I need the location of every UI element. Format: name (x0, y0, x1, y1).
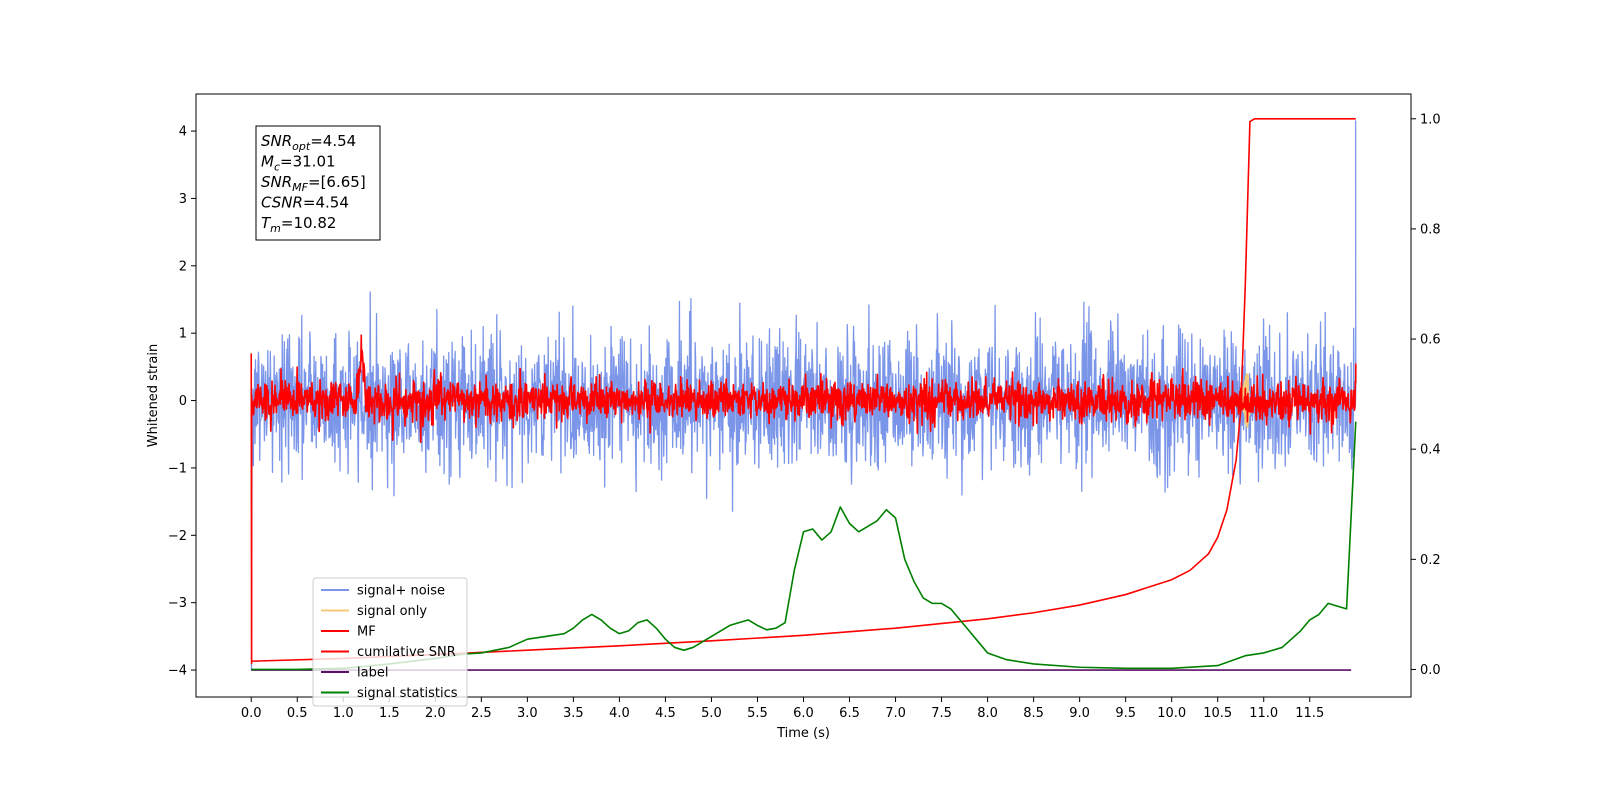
x-tick-label: 5.5 (747, 706, 768, 721)
annotation-subscript: c (274, 161, 280, 174)
x-axis: 0.0 0.5 1.0 1.5 2.0 2.5 3.0 3.5 4.0 4.5 5.0 5.5 6.0 6… (241, 697, 1324, 721)
y2-tick-label: 0.2 (1420, 553, 1441, 568)
x-tick-label: 7.5 (931, 706, 952, 721)
annotation-value: =[6.65] (308, 173, 366, 191)
legend-entry: label (357, 666, 388, 681)
legend-frame (312, 577, 468, 707)
x-tick-label: 1.5 (379, 706, 400, 721)
x-tick-label: 6.5 (839, 706, 860, 721)
y-tick-label: 0 (179, 394, 187, 409)
y-tick-label: −3 (168, 596, 187, 611)
annotation-symbol: M (261, 153, 274, 171)
x-tick-label: 9.5 (1115, 706, 1136, 721)
y2-tick-label: 0.4 (1420, 443, 1441, 458)
x-tick-label: 10.5 (1203, 706, 1232, 721)
x-tick-label: 9.0 (1069, 706, 1090, 721)
series-signal-noise (250, 120, 1357, 671)
annotation-line: SNRopt=4.54 (261, 132, 356, 153)
y-tick-label: 2 (179, 259, 187, 274)
annotation-subscript: MF (292, 181, 308, 194)
annotation-line: SNRMF=[6.65] (261, 173, 366, 194)
annotation-symbol: CSNR (261, 194, 303, 212)
legend-entry: MF (357, 625, 376, 640)
series-signal-statistics (251, 421, 1357, 671)
x-tick-label: 11.0 (1249, 706, 1278, 721)
x-tick-label: 4.5 (655, 706, 676, 721)
x-tick-label: 3.0 (517, 706, 538, 721)
x-axis-label: Time (s) (776, 726, 830, 741)
annotation-value: =4.54 (303, 194, 349, 212)
annotation-line: CSNR=4.54 (261, 194, 349, 212)
annotation-value: =31.01 (280, 153, 336, 171)
y-tick-label: 4 (179, 125, 187, 140)
y2-axis: 0.0 0.2 0.4 0.6 0.8 1.0 (1411, 112, 1441, 678)
x-tick-label: 6.0 (793, 706, 814, 721)
y-tick-label: 3 (179, 192, 187, 207)
x-tick-label: 1.0 (333, 706, 354, 721)
y-tick-label: 1 (179, 327, 187, 342)
y-tick-label: −4 (168, 664, 187, 679)
x-tick-label: 3.5 (563, 706, 584, 721)
x-tick-label: 11.5 (1295, 706, 1324, 721)
x-tick-label: 0.0 (241, 706, 262, 721)
y-axis: −4 −3 −2 −1 0 1 2 3 4 (168, 125, 196, 679)
annotation-line: Mc=31.01 (261, 153, 336, 174)
y2-tick-label: 1.0 (1420, 112, 1441, 127)
y2-tick-label: 0.8 (1420, 222, 1441, 237)
y2-tick-label: 0.6 (1420, 333, 1441, 348)
annotation-value: =10.82 (281, 214, 337, 232)
series-mf (250, 334, 1357, 665)
x-tick-label: 8.5 (1023, 706, 1044, 721)
x-tick-label: 4.0 (609, 706, 630, 721)
annotation-subscript: m (270, 222, 281, 235)
legend: signal+ noise signal only MF cumilative SNR… (312, 577, 468, 707)
y-axis-label: Whitened strain (146, 344, 161, 447)
annotation-frame (255, 125, 381, 241)
legend-entry: signal+ noise (357, 584, 445, 599)
x-tick-label: 7.0 (885, 706, 906, 721)
y-tick-label: −2 (168, 529, 187, 544)
legend-entry: signal only (357, 604, 427, 619)
x-tick-label: 2.5 (471, 706, 492, 721)
annotation-symbol: T (261, 214, 272, 232)
y2-tick-label: 0.0 (1420, 663, 1441, 678)
y-tick-label: −1 (168, 461, 187, 476)
annotation-subscript: opt (292, 140, 311, 153)
annotation-value: =4.54 (310, 132, 356, 150)
annotation-line: Tm=10.82 (261, 214, 336, 235)
annotation-box: SNRopt=4.54Mc=31.01SNRMF=[6.65]CSNR=4.54… (255, 125, 381, 241)
legend-entry: cumilative SNR (357, 645, 456, 660)
x-tick-label: 8.0 (977, 706, 998, 721)
x-tick-label: 10.0 (1157, 706, 1186, 721)
x-tick-label: 0.5 (287, 706, 308, 721)
annotation-symbol: SNR (261, 173, 292, 191)
x-tick-label: 5.0 (701, 706, 722, 721)
legend-entry: signal statistics (357, 686, 458, 701)
x-tick-label: 2.0 (425, 706, 446, 721)
annotation-symbol: SNR (261, 132, 292, 150)
series-cumilative-snr (251, 117, 1356, 663)
